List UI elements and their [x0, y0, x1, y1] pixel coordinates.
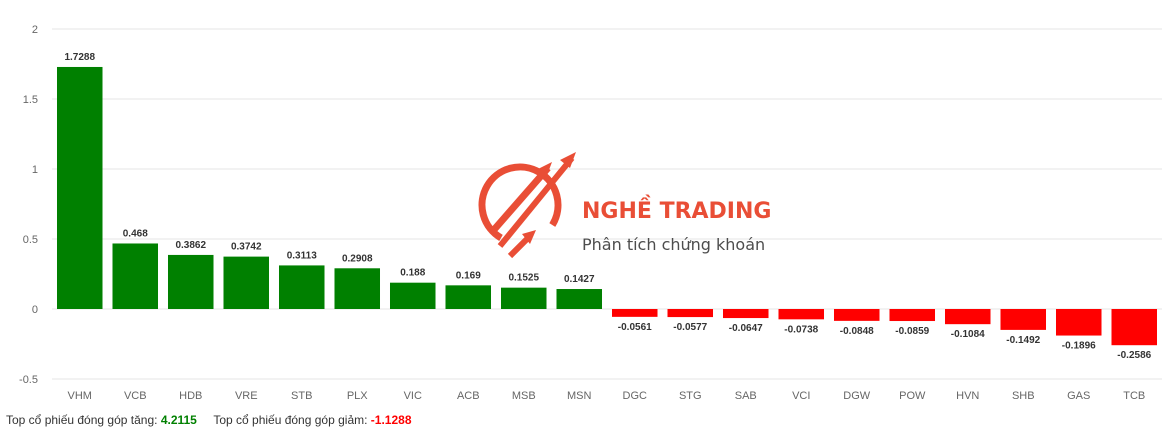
bar-stg [667, 309, 714, 318]
x-category-label: VCI [792, 390, 810, 402]
y-tick-label: 1.5 [23, 94, 38, 106]
bar-plx [334, 268, 381, 309]
data-labels: 1.7288 0.468 0.3862 0.3742 0.3113 0.2908 0.188… [64, 52, 1151, 361]
watermark-logo: NGHỀ TRADING Phân tích chứng khoán [478, 152, 771, 259]
bar-hdb [167, 254, 214, 309]
data-label-msn: 0.1427 [564, 274, 595, 285]
bar-vcb [112, 243, 159, 309]
x-category-label: TCB [1123, 390, 1145, 402]
bar-shb [1000, 309, 1047, 330]
contribution-summary: Top cổ phiếu đóng góp tăng: 4.2115 Top c… [6, 413, 412, 427]
data-label-msb: 0.1525 [508, 273, 539, 284]
bar-vci [778, 309, 825, 320]
x-category-label: STB [291, 390, 312, 402]
data-label-dgc: -0.0561 [618, 322, 652, 333]
bar-acb [445, 285, 492, 309]
x-category-label: DGW [843, 390, 871, 402]
bar-sab [722, 309, 769, 319]
y-axis-ticks: -0.5 0 0.5 1 1.5 2 [19, 24, 38, 386]
watermark-tagline: Phân tích chứng khoán [582, 235, 765, 254]
x-category-label: SHB [1012, 390, 1035, 402]
data-label-vhm: 1.7288 [64, 52, 95, 63]
bar-chart: -0.5 0 0.5 1 1.5 2 1.7288 0.468 0.3862 0.3742 0.3… [19, 24, 1162, 402]
data-label-vic: 0.188 [400, 268, 425, 279]
x-category-label: STG [679, 390, 702, 402]
bar-gas [1055, 309, 1102, 336]
x-category-label: HVN [956, 390, 979, 402]
bar-vre [223, 256, 270, 309]
data-label-pow: -0.0859 [895, 326, 929, 337]
x-category-label: DGC [623, 390, 648, 402]
watermark-brand: NGHỀ TRADING [582, 195, 771, 224]
data-label-stb: 0.3113 [287, 250, 317, 261]
bar-dgc [611, 309, 658, 317]
data-label-vcb: 0.468 [123, 228, 148, 239]
bar-vic [389, 282, 436, 309]
y-tick-label: 0.5 [23, 234, 38, 246]
bar-tcb [1111, 309, 1158, 346]
x-category-label: MSB [512, 390, 536, 402]
data-label-tcb: -0.2586 [1117, 350, 1151, 361]
bar-msb [500, 287, 547, 309]
data-label-vre: 0.3742 [231, 242, 262, 253]
data-label-gas: -0.1896 [1062, 341, 1096, 352]
data-label-sab: -0.0647 [729, 323, 763, 334]
data-label-shb: -0.1492 [1006, 335, 1040, 346]
data-label-dgw: -0.0848 [840, 326, 874, 337]
bar-stb [278, 265, 325, 309]
bar-vhm [56, 66, 103, 309]
logo-icon [478, 152, 576, 259]
bar-pow [889, 309, 936, 322]
data-label-acb: 0.169 [456, 270, 481, 281]
x-axis-categories: VHM VCB HDB VRE STB PLX VIC ACB MSB MSN DGC STG SAB V… [68, 390, 1146, 402]
x-category-label: GAS [1067, 390, 1090, 402]
data-label-hvn: -0.1084 [951, 329, 985, 340]
top-losers-label: Top cổ phiếu đóng góp giảm: [213, 413, 368, 427]
y-tick-label: 0 [32, 304, 38, 316]
y-tick-label: -0.5 [19, 374, 38, 386]
top-gainers-value: 4.2115 [160, 413, 197, 427]
bar-dgw [833, 309, 880, 321]
data-label-hdb: 0.3862 [175, 240, 206, 251]
data-label-plx: 0.2908 [342, 253, 373, 264]
y-tick-label: 1 [32, 164, 38, 176]
x-category-label: POW [899, 390, 926, 402]
x-category-label: ACB [457, 390, 480, 402]
x-category-label: HDB [179, 390, 202, 402]
x-category-label: PLX [347, 390, 368, 402]
top-gainers-label: Top cổ phiếu đóng góp tăng: [6, 413, 158, 427]
x-category-label: VRE [235, 390, 258, 402]
x-category-label: SAB [735, 390, 757, 402]
bar-msn [556, 289, 603, 309]
data-label-stg: -0.0577 [673, 322, 707, 333]
x-category-label: VCB [124, 390, 147, 402]
y-tick-label: 2 [32, 24, 38, 36]
x-category-label: VHM [68, 390, 92, 402]
bars [56, 66, 1158, 346]
x-category-label: VIC [404, 390, 422, 402]
top-losers-value: -1.1288 [370, 413, 412, 427]
x-category-label: MSN [567, 390, 592, 402]
bar-hvn [944, 309, 991, 325]
data-label-vci: -0.0738 [784, 324, 818, 335]
